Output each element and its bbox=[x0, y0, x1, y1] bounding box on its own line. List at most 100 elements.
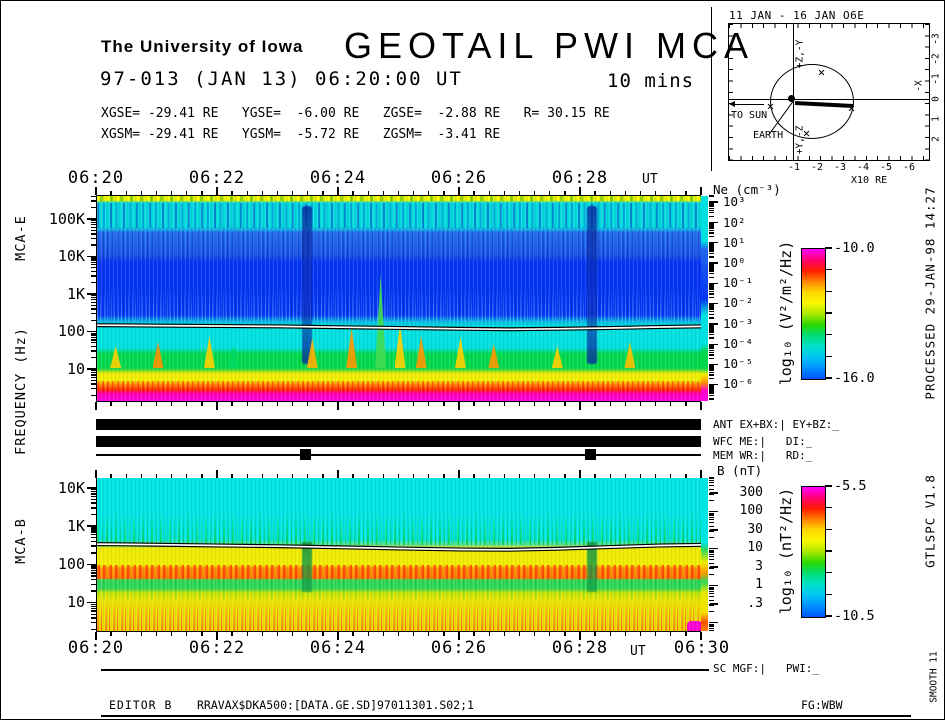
freq-tick bbox=[709, 207, 714, 209]
colorbar-tick bbox=[825, 333, 832, 336]
time-tick bbox=[579, 632, 581, 640]
freq-tick bbox=[91, 383, 96, 385]
magenta-patch bbox=[687, 621, 702, 631]
freq-tick bbox=[87, 330, 96, 333]
freq-tick bbox=[91, 498, 96, 501]
freq-tick bbox=[709, 331, 714, 333]
time-tick bbox=[473, 402, 475, 406]
freq-tick bbox=[87, 487, 96, 489]
freq-tick bbox=[709, 623, 714, 625]
orbit-x-tick: -5 bbox=[879, 162, 893, 173]
freq-tick bbox=[91, 233, 96, 235]
freq-tick bbox=[709, 242, 714, 245]
freq-tick bbox=[91, 226, 96, 228]
burst-spike bbox=[228, 346, 240, 368]
to-sun-arrowhead-icon bbox=[729, 101, 735, 107]
freq-tick bbox=[709, 519, 714, 521]
freq-tick bbox=[709, 525, 714, 527]
time-label: 06:28 bbox=[551, 638, 609, 658]
time-tick bbox=[533, 191, 536, 195]
freq-tick bbox=[709, 293, 714, 295]
time-tick bbox=[397, 474, 400, 478]
axis-tick-label: 100 bbox=[57, 322, 85, 341]
freq-tick bbox=[709, 283, 714, 285]
band-red-texture bbox=[97, 380, 702, 393]
axis-tick-label: 1K bbox=[66, 516, 85, 535]
time-tick bbox=[654, 474, 657, 478]
freq-tick bbox=[91, 195, 96, 198]
time-tick bbox=[458, 402, 460, 410]
label-dash bbox=[710, 603, 718, 605]
time-tick bbox=[352, 474, 354, 478]
freq-tick bbox=[709, 221, 718, 224]
freq-tick bbox=[91, 507, 96, 509]
time-tick bbox=[700, 187, 702, 195]
band-ragged-edge bbox=[97, 286, 702, 323]
freq-tick bbox=[709, 313, 714, 315]
freq-tick bbox=[709, 477, 714, 479]
freq-tick bbox=[709, 212, 714, 214]
freq-tick bbox=[91, 572, 96, 574]
freq-tick bbox=[709, 630, 714, 632]
freq-tick bbox=[91, 578, 96, 581]
time-tick bbox=[609, 191, 611, 195]
freq-tick bbox=[709, 311, 714, 313]
time-tick bbox=[382, 402, 385, 406]
freq-tick bbox=[91, 569, 96, 572]
freq-tick bbox=[91, 628, 96, 631]
freq-tick bbox=[91, 488, 96, 491]
freq-tick bbox=[709, 264, 714, 266]
freq-tick bbox=[91, 350, 96, 352]
freq-tick bbox=[91, 336, 96, 338]
orbit-ticks-right bbox=[925, 24, 929, 160]
freq-tick bbox=[91, 244, 96, 246]
panel-b-name-label: MCA-B bbox=[13, 518, 29, 564]
ne-axis-labels: 10³ 10² 10¹ 10⁰ 10⁻¹ 10⁻² 10⁻³ 10⁻⁴ 10⁻⁵ 10⁻⁶ bbox=[723, 194, 771, 401]
freq-tick bbox=[91, 545, 96, 547]
freq-tick bbox=[709, 276, 714, 278]
freq-tick bbox=[709, 303, 714, 306]
freq-tick bbox=[91, 610, 96, 612]
axis-tick-label: 30 bbox=[747, 521, 763, 537]
freq-tick bbox=[91, 334, 96, 336]
time-tick bbox=[170, 402, 173, 406]
label-dash bbox=[710, 492, 718, 494]
orbit-ticks-left bbox=[729, 24, 733, 160]
freq-tick bbox=[709, 324, 714, 326]
time-tick bbox=[261, 474, 264, 478]
time-tick bbox=[276, 402, 279, 406]
freq-tick bbox=[91, 575, 96, 577]
band-bottom-grass bbox=[97, 597, 702, 631]
axis-tick-label: 10K bbox=[57, 247, 85, 266]
time-tick bbox=[428, 474, 430, 478]
time-label: 06:22 bbox=[188, 638, 246, 658]
colorbar-tick bbox=[825, 528, 832, 531]
orbit-x-tick: -1 bbox=[787, 162, 801, 173]
orbit-y-tick: 1 bbox=[930, 116, 942, 122]
time-tick bbox=[170, 474, 173, 478]
freq-tick bbox=[91, 296, 96, 299]
freq-tick bbox=[91, 607, 96, 610]
orbit-date-range: 11 JAN - 16 JAN O6E bbox=[729, 9, 865, 22]
freq-tick bbox=[709, 302, 718, 305]
time-tick bbox=[654, 191, 657, 195]
freq-tick bbox=[709, 272, 714, 275]
freq-tick bbox=[91, 304, 96, 306]
label-dash bbox=[710, 584, 718, 587]
time-tick bbox=[624, 632, 627, 636]
time-tick bbox=[382, 474, 385, 478]
time-label: 06:26 bbox=[430, 168, 488, 188]
time-tick bbox=[140, 632, 143, 636]
time-tick bbox=[125, 474, 127, 478]
freq-tick bbox=[709, 203, 714, 205]
mem-status-line bbox=[96, 449, 701, 460]
freq-tick bbox=[709, 227, 714, 230]
freq-tick bbox=[709, 481, 714, 484]
label-dash bbox=[710, 566, 718, 568]
time-tick bbox=[246, 402, 248, 406]
orbit-y-tick: 2 bbox=[930, 136, 942, 142]
time-tick bbox=[216, 470, 218, 478]
burst-spike bbox=[415, 336, 427, 368]
colorbar-tick bbox=[825, 312, 832, 314]
